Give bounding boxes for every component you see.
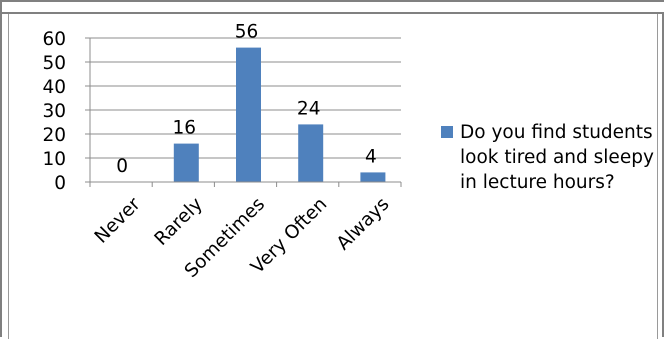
x-tick-label: Always	[333, 194, 394, 255]
y-tick-label: 10	[42, 149, 66, 170]
bar-very-often	[298, 124, 324, 182]
bars	[173, 47, 386, 182]
data-label: 4	[365, 146, 377, 167]
data-label: 16	[173, 118, 197, 139]
top-border	[2, 2, 664, 14]
y-tick-label: 0	[54, 173, 66, 194]
data-label: 0	[116, 156, 128, 177]
bar-rarely	[173, 143, 199, 182]
x-tick-label: Never	[91, 193, 145, 247]
data-label: 56	[235, 22, 259, 43]
y-tick-labels: 0 10 20 30 40 50 60	[42, 29, 66, 194]
y-tick-label: 60	[42, 29, 66, 50]
bar-sometimes	[236, 47, 261, 182]
data-labels: 0 16 56 24 4	[116, 22, 377, 177]
chart-area	[8, 14, 658, 339]
y-tick-label: 30	[42, 101, 66, 122]
data-label: 24	[297, 98, 321, 119]
axes	[85, 37, 402, 187]
y-tick-label: 20	[42, 125, 66, 146]
legend-entry-label: Do you find students look tired and slee…	[460, 122, 654, 193]
bar-always	[360, 172, 386, 182]
y-tick-label: 40	[42, 77, 66, 98]
x-tick-label: Rarely	[151, 194, 207, 250]
y-tick-label: 50	[42, 53, 66, 74]
legend-swatch	[441, 126, 453, 138]
